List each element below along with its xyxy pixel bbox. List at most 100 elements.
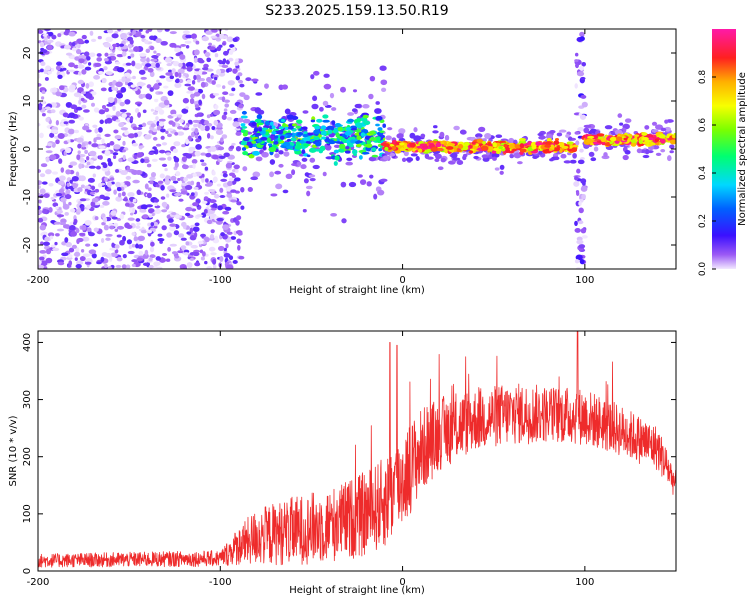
- heatmap-cell: [371, 154, 379, 158]
- heatmap-cell: [590, 157, 597, 162]
- heatmap-cell: [43, 193, 50, 198]
- heatmap-cell: [109, 225, 115, 230]
- heatmap-cell: [575, 63, 579, 69]
- heatmap-cell: [549, 158, 554, 162]
- heatmap-cell: [195, 143, 202, 150]
- heatmap-cell: [114, 61, 121, 65]
- heatmap-cell: [581, 62, 587, 67]
- heatmap-cell: [117, 47, 122, 51]
- heatmap-cell: [574, 227, 581, 233]
- heatmap-cell: [154, 221, 158, 227]
- heatmap-cell: [171, 113, 179, 117]
- heatmap-cell: [161, 253, 168, 256]
- heatmap-cell: [144, 249, 149, 256]
- heatmap-cell: [579, 148, 584, 153]
- heatmap-cell: [208, 46, 216, 51]
- heatmap-cell: [98, 145, 106, 150]
- heatmap-cell: [131, 263, 136, 267]
- heatmap-cell: [174, 162, 179, 168]
- heatmap-cell: [173, 141, 181, 147]
- heatmap-cell: [60, 45, 65, 49]
- heatmap-cell: [189, 98, 195, 105]
- heatmap-cell: [146, 84, 152, 89]
- colorbar-ticks: 0.0 0.2 0.4 0.6 0.8: [698, 70, 716, 276]
- heatmap-cell: [319, 106, 324, 112]
- heatmap-cell: [210, 252, 217, 256]
- heatmap-cell: [368, 130, 377, 135]
- heatmap-cell: [576, 239, 584, 245]
- heatmap-cell: [583, 143, 590, 148]
- heatmap-cell: [469, 150, 473, 154]
- heatmap-cell: [59, 85, 65, 91]
- heatmap-cell: [164, 29, 170, 32]
- heatmap-cell: [240, 205, 245, 210]
- heatmap-cell: [55, 233, 60, 237]
- heatmap-cell: [306, 154, 311, 158]
- heatmap-cell: [519, 143, 524, 149]
- heatmap-cell: [55, 139, 60, 145]
- heatmap-cell: [115, 264, 122, 268]
- heatmap-cell: [203, 208, 208, 214]
- heatmap-cell: [149, 45, 155, 51]
- heatmap-cell: [320, 125, 327, 130]
- heatmap-cell: [282, 141, 291, 147]
- heatmap-cell: [531, 145, 537, 150]
- heatmap-cell: [76, 260, 84, 266]
- heatmap-cell: [148, 208, 155, 214]
- heatmap-cell: [180, 43, 187, 47]
- heatmap-cell: [212, 176, 218, 183]
- heatmap-cell: [73, 64, 79, 69]
- y-tick-label: 0: [22, 568, 33, 574]
- heatmap-cell: [654, 138, 660, 142]
- heatmap-cell: [200, 118, 205, 124]
- heatmap-cell: [45, 257, 53, 264]
- heatmap-cell: [291, 123, 298, 127]
- heatmap-cell: [75, 106, 83, 111]
- heatmap-cell: [327, 129, 333, 135]
- heatmap-cell: [101, 252, 108, 257]
- heatmap-cell: [137, 131, 143, 136]
- heatmap-cell: [577, 159, 585, 165]
- heatmap-cell: [83, 51, 90, 57]
- heatmap-cell: [171, 251, 178, 255]
- heatmap-cell: [140, 229, 147, 234]
- heatmap-cell: [96, 261, 102, 265]
- heatmap-cell: [296, 161, 302, 166]
- heatmap-cell: [112, 152, 119, 156]
- heatmap-cell: [158, 118, 166, 122]
- heatmap-cell: [119, 213, 125, 220]
- heatmap-cell: [158, 149, 166, 154]
- heatmap-cell: [669, 144, 675, 149]
- heatmap-cell: [57, 74, 63, 80]
- heatmap-cell: [129, 207, 133, 213]
- heatmap-cell: [44, 236, 50, 242]
- heatmap-cell: [219, 256, 224, 262]
- heatmap-cell: [355, 140, 363, 144]
- heatmap-cell: [149, 180, 154, 185]
- heatmap-cell: [581, 101, 588, 108]
- heatmap-cell: [143, 158, 150, 164]
- heatmap-cell: [161, 225, 167, 231]
- heatmap-cell: [217, 59, 223, 64]
- heatmap-cell: [50, 109, 56, 114]
- heatmap-cell: [358, 155, 363, 160]
- heatmap-cell: [192, 202, 199, 207]
- heatmap-cell: [141, 122, 147, 127]
- heatmap-cell: [77, 71, 82, 76]
- heatmap-cell: [401, 157, 407, 162]
- heatmap-cell: [38, 205, 41, 210]
- heatmap-cell: [301, 157, 308, 162]
- heatmap-cell: [368, 156, 377, 162]
- heatmap-cell: [169, 223, 177, 227]
- heatmap-cell: [583, 127, 590, 134]
- heatmap-cell: [111, 216, 118, 220]
- heatmap-cell: [68, 201, 72, 206]
- heatmap-cell: [576, 168, 581, 174]
- heatmap-cell: [464, 142, 469, 147]
- heatmap-cell: [210, 191, 216, 196]
- heatmap-cell: [40, 260, 48, 267]
- x-tick-label: -200: [27, 275, 50, 286]
- heatmap-cell: [227, 180, 233, 187]
- heatmap-cell: [108, 86, 113, 93]
